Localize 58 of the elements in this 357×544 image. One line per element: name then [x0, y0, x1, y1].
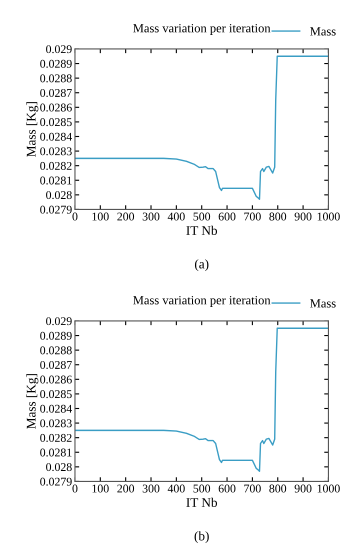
y-tick-label: 0.0284: [40, 132, 72, 141]
y-tick-label: 0.029: [46, 45, 72, 54]
y-tick-label: 0.0281: [40, 176, 72, 185]
chart-title: Mass variation per iteration: [133, 24, 270, 35]
y-tick-label: 0.0284: [40, 404, 72, 413]
y-tick-label: 0.0281: [40, 448, 72, 457]
x-tick-label: 700: [244, 484, 261, 493]
x-tick-label: 300: [142, 212, 160, 221]
x-tick-label: 600: [218, 212, 236, 221]
y-axis-title: Mass [Kg]: [26, 374, 38, 429]
line-series: [74, 56, 328, 200]
y-tick-label: 0.028: [46, 191, 72, 200]
x-tick-label: 300: [142, 484, 160, 493]
y-tick-label: 0.0283: [40, 419, 72, 428]
x-tick-label: 1000: [318, 484, 340, 493]
y-tick-label: 0.0283: [40, 147, 72, 156]
x-tick-label: 900: [294, 212, 312, 221]
x-tick-label: 800: [269, 212, 286, 221]
x-tick-label: 900: [294, 484, 312, 493]
text: (b): [194, 531, 209, 544]
chart-title: Mass variation per iteration: [133, 296, 270, 307]
y-tick-label: 0.0286: [40, 376, 72, 384]
y-tick-label: 0.0285: [40, 390, 72, 398]
y-tick-label: 0.0279: [40, 206, 72, 214]
y-tick-label: 0.0279: [40, 478, 72, 486]
x-tick-label: 1000: [318, 212, 340, 221]
text: (a): [194, 259, 208, 272]
x-tick-label: 400: [168, 484, 185, 493]
legend-label: Mass: [310, 27, 336, 36]
line-series: [74, 328, 328, 472]
y-tick-label: 0.0286: [40, 104, 72, 112]
y-tick-label: 0.029: [46, 317, 72, 326]
y-tick-label: 0.0287: [40, 360, 72, 369]
x-tick-label: 600: [218, 484, 236, 493]
x-tick-label: 200: [117, 212, 134, 221]
y-tick-label: 0.0282: [40, 162, 72, 170]
y-tick-label: 0.028: [46, 463, 72, 472]
y-tick-label: 0.0289: [40, 332, 72, 340]
y-tick-label: 0.0288: [40, 74, 72, 82]
x-tick-label: 700: [244, 212, 261, 221]
y-tick-label: 0.0288: [40, 346, 72, 354]
x-axis-title: IT Nb: [186, 498, 218, 507]
x-tick-label: 0: [72, 212, 78, 221]
x-tick-label: 400: [168, 212, 185, 221]
y-tick-label: 0.0285: [40, 118, 72, 126]
x-tick-label: 500: [194, 484, 210, 493]
x-tick-label: 800: [269, 484, 286, 493]
x-axis-title: IT Nb: [186, 226, 218, 235]
x-tick-label: 100: [92, 484, 109, 493]
x-tick-label: 0: [72, 484, 78, 493]
y-tick-label: 0.0287: [40, 88, 72, 97]
y-tick-label: 0.0289: [40, 60, 72, 68]
x-tick-label: 100: [92, 212, 109, 221]
y-axis-title: Mass [Kg]: [26, 102, 38, 157]
legend-label: Mass: [310, 299, 336, 308]
x-tick-label: 200: [117, 484, 134, 493]
y-tick-label: 0.0282: [40, 434, 72, 442]
x-tick-label: 500: [194, 212, 210, 221]
